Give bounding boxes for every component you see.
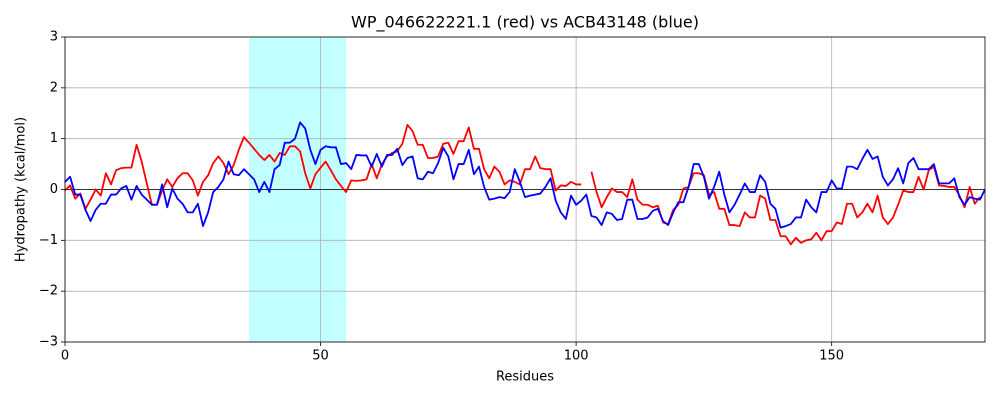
x-tick-label: 0 [61, 349, 69, 364]
y-tick-label: −1 [39, 233, 58, 248]
y-tick-label: 3 [50, 30, 58, 45]
x-tick-label: 150 [819, 349, 844, 364]
y-tick-label: 2 [50, 80, 58, 95]
data-line [64, 124, 981, 246]
y-tick-label: −2 [39, 284, 58, 299]
chart-title: WP_046622221.1 (red) vs ACB43148 (blue) [351, 13, 699, 33]
y-axis-label: Hydropathy (kcal/mol) [14, 117, 29, 262]
data-line [64, 121, 986, 229]
plot-frame [64, 36, 986, 343]
x-tick-label: 50 [312, 349, 329, 364]
x-axis-label: Residues [496, 370, 554, 385]
y-tick-label: −3 [39, 335, 58, 350]
x-tick-label: 100 [564, 349, 589, 364]
y-tick-label: 0 [50, 182, 58, 197]
y-tick-label: 1 [50, 131, 58, 146]
